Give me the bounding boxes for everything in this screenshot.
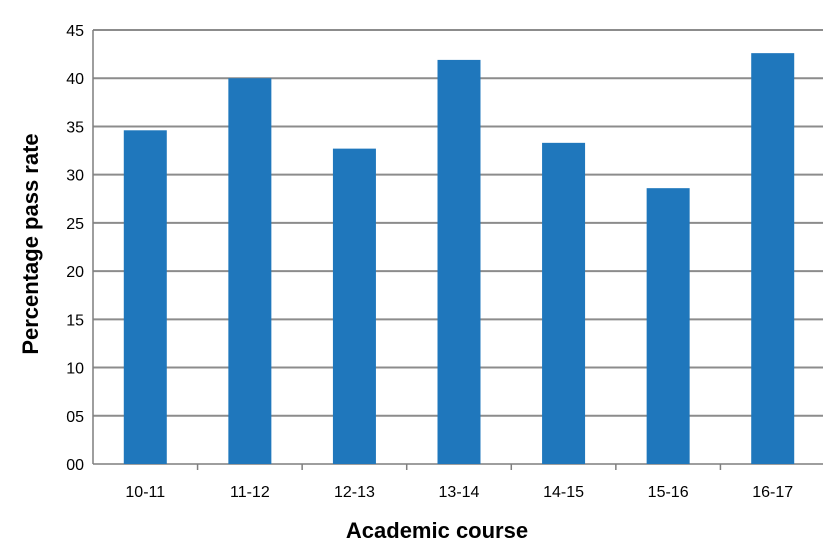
bar-15-16 <box>646 188 690 464</box>
bars <box>123 53 795 465</box>
y-tick-label: 30 <box>66 168 84 185</box>
bar-11-12 <box>228 78 272 464</box>
x-tick-label: 14-15 <box>543 484 584 501</box>
x-tick-label: 16-17 <box>752 484 793 501</box>
x-tick-label: 12-13 <box>334 484 375 501</box>
bar-10-11 <box>123 130 167 464</box>
bar-12-13 <box>332 148 376 465</box>
x-tick-label: 15-16 <box>648 484 689 501</box>
y-tick-label: 25 <box>66 216 84 233</box>
x-tick-labels: 10-11 11-12 12-13 13-14 14-15 15-16 16-17 <box>125 484 793 501</box>
bar-16-17 <box>751 53 795 464</box>
y-tick-labels: 00 05 10 15 20 25 30 35 40 45 <box>66 23 84 474</box>
y-tick-label: 20 <box>66 264 84 281</box>
x-axis-title: Academic course <box>346 518 528 543</box>
bar-13-14 <box>437 59 481 465</box>
y-tick-label: 35 <box>66 119 84 136</box>
y-tick-label: 05 <box>66 409 84 426</box>
bar-14-15 <box>542 142 586 464</box>
y-tick-label: 10 <box>66 361 84 378</box>
y-tick-label: 45 <box>66 23 84 40</box>
y-tick-label: 00 <box>66 457 84 474</box>
x-tick-label: 10-11 <box>125 484 165 501</box>
x-tick-label: 11-12 <box>230 484 270 501</box>
x-tick-label: 13-14 <box>439 484 480 501</box>
y-tick-label: 40 <box>66 71 84 88</box>
y-tick-label: 15 <box>66 312 84 329</box>
y-axis-title: Percentage pass rate <box>18 133 43 354</box>
